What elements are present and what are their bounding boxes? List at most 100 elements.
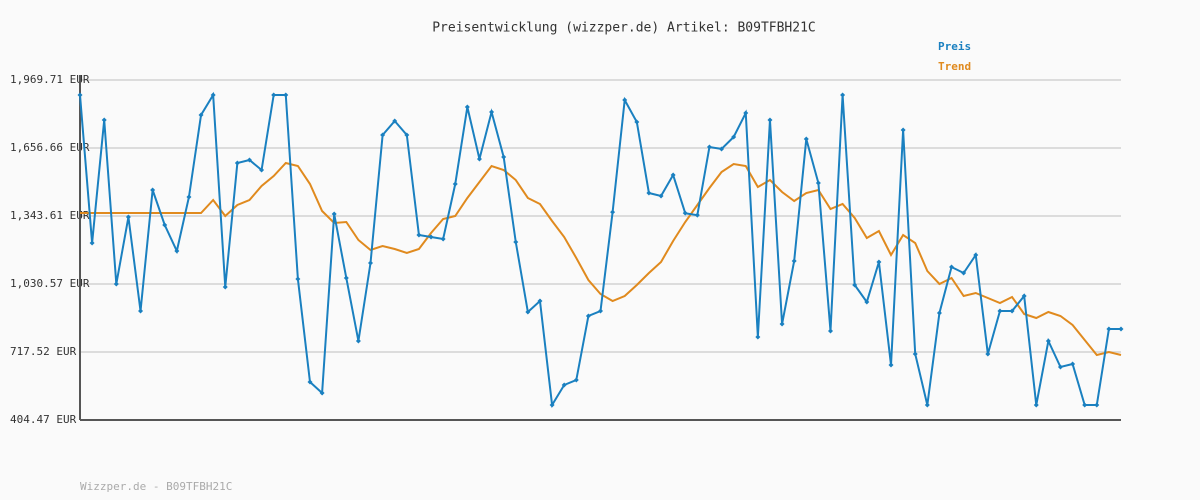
- point: [1118, 326, 1124, 332]
- point: [936, 310, 942, 316]
- point: [174, 248, 180, 254]
- point: [1057, 364, 1063, 370]
- point: [997, 308, 1003, 314]
- point: [694, 212, 700, 218]
- point: [658, 193, 664, 199]
- point: [598, 308, 603, 314]
- point: [585, 313, 591, 319]
- point: [634, 119, 640, 125]
- point: [924, 402, 930, 408]
- point: [440, 236, 446, 242]
- point: [89, 240, 95, 246]
- plot: 404.47 EUR 717.52 EUR 1,030.57 EUR 1,343.61…: [10, 40, 1124, 426]
- point: [392, 118, 398, 124]
- point: [343, 275, 349, 281]
- point: [210, 92, 216, 98]
- point: [476, 156, 482, 162]
- point: [1009, 308, 1015, 314]
- point: [610, 209, 616, 215]
- y-tick-label: 1,030.57 EUR: [10, 277, 90, 290]
- point: [743, 110, 749, 116]
- point: [888, 362, 894, 368]
- point: [113, 281, 119, 287]
- point: [912, 351, 918, 357]
- point: [973, 252, 979, 258]
- point: [852, 282, 858, 288]
- point: [525, 309, 531, 315]
- point: [985, 351, 991, 357]
- point: [283, 92, 289, 98]
- point: [803, 136, 809, 142]
- point: [840, 92, 846, 98]
- point: [561, 382, 567, 388]
- chart-title: Preisentwicklung (wizzper.de) Artikel: B…: [432, 21, 816, 36]
- point: [150, 187, 156, 193]
- point: [537, 298, 543, 304]
- legend-label: Preis: [938, 40, 971, 53]
- point: [416, 232, 422, 238]
- point: [295, 276, 301, 282]
- point: [827, 328, 833, 334]
- footer: Wizzper.de - B09TFBH21C: [80, 480, 232, 493]
- y-tick-label: 404.47 EUR: [10, 413, 77, 426]
- point: [77, 92, 83, 98]
- point: [501, 154, 507, 160]
- point: [682, 210, 688, 216]
- point: [307, 379, 313, 385]
- point: [1106, 326, 1112, 332]
- point: [549, 402, 555, 408]
- point: [331, 211, 337, 217]
- point: [670, 172, 676, 178]
- point: [779, 321, 785, 327]
- point: [1021, 293, 1027, 299]
- point: [815, 180, 821, 186]
- point: [162, 222, 168, 228]
- point: [355, 338, 361, 344]
- point: [404, 132, 410, 138]
- point: [1045, 338, 1051, 344]
- point: [731, 134, 737, 140]
- point: [1033, 402, 1039, 408]
- point: [234, 160, 240, 166]
- point: [961, 270, 967, 276]
- point: [949, 264, 955, 270]
- point: [125, 214, 131, 220]
- point: [900, 127, 906, 133]
- point: [706, 144, 712, 150]
- point: [464, 104, 470, 110]
- point: [573, 377, 579, 383]
- point: [755, 334, 761, 340]
- series-line: [79, 91, 1121, 409]
- point: [259, 167, 265, 173]
- point: [380, 132, 386, 138]
- point: [876, 259, 882, 265]
- point: [271, 92, 277, 98]
- point: [368, 260, 374, 266]
- point: [198, 112, 204, 118]
- point: [222, 284, 228, 290]
- point: [1082, 402, 1088, 408]
- y-tick-label: 1,969.71 EUR: [10, 73, 90, 86]
- series-line: [80, 161, 1122, 357]
- point: [767, 117, 773, 123]
- point: [186, 194, 192, 200]
- point: [646, 190, 652, 196]
- point: [1094, 402, 1100, 408]
- legend-label: Trend: [938, 60, 971, 73]
- point: [864, 299, 870, 305]
- point: [319, 390, 325, 396]
- y-tick-label: 1,343.61 EUR: [10, 209, 90, 222]
- point: [489, 109, 495, 115]
- point: [622, 97, 628, 103]
- point: [452, 181, 458, 187]
- point: [246, 157, 252, 163]
- point: [428, 234, 434, 240]
- point: [791, 258, 797, 264]
- point: [101, 117, 107, 123]
- point: [719, 146, 725, 152]
- point: [513, 239, 519, 245]
- y-tick-label: 1,656.66 EUR: [10, 141, 90, 154]
- y-tick-label: 717.52 EUR: [10, 345, 77, 358]
- point: [138, 308, 144, 314]
